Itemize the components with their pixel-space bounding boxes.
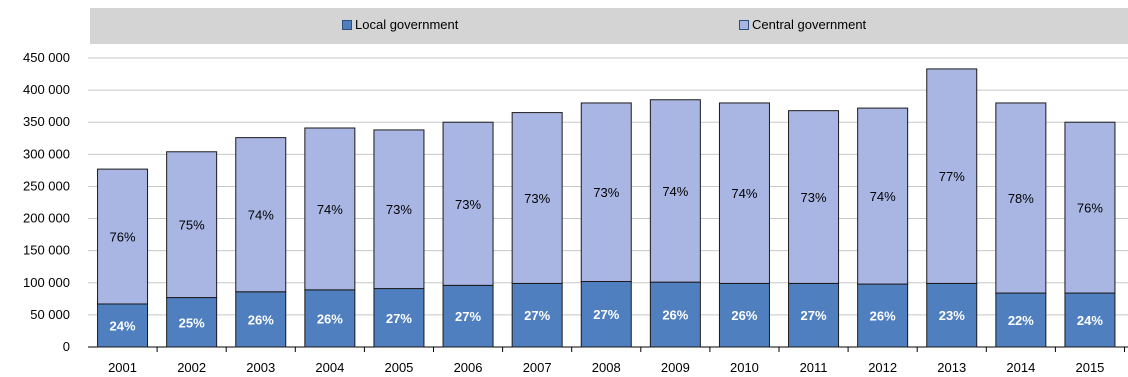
x-tick-label: 2013 <box>937 360 966 375</box>
bar-local <box>235 291 287 348</box>
data-label-central: 78% <box>1008 191 1034 206</box>
data-label-central: 75% <box>179 218 205 233</box>
data-label-local: 25% <box>179 315 205 330</box>
data-label-central: 74% <box>870 189 896 204</box>
data-label-central: 74% <box>662 184 688 199</box>
x-tick-label: 2005 <box>384 360 413 375</box>
bar-central <box>857 107 909 285</box>
y-tick-label: 50 000 <box>30 307 70 322</box>
bar-central <box>580 102 632 282</box>
data-label-local: 27% <box>386 311 412 326</box>
x-tick-label: 2014 <box>1006 360 1035 375</box>
y-tick-label: 450 000 <box>23 50 70 65</box>
x-tick-label: 2012 <box>868 360 897 375</box>
y-tick-label: 150 000 <box>23 243 70 258</box>
x-tick-label: 2006 <box>454 360 483 375</box>
x-tick-label: 2009 <box>661 360 690 375</box>
legend-label-central: Central government <box>752 17 867 32</box>
data-label-local: 24% <box>110 318 136 333</box>
bar-central <box>373 129 425 290</box>
data-label-local: 26% <box>248 312 274 327</box>
legend-item-local: Local government <box>342 17 458 32</box>
legend-swatch-local <box>342 19 352 30</box>
bar-central <box>995 102 1047 294</box>
data-label-local: 26% <box>870 309 896 324</box>
data-label-central: 74% <box>248 208 274 223</box>
bar-local <box>995 292 1047 348</box>
bar-local <box>926 282 978 348</box>
x-tick-label: 2010 <box>730 360 759 375</box>
bar-local <box>442 284 494 348</box>
bar-central <box>718 102 770 284</box>
x-tick-label: 2002 <box>177 360 206 375</box>
legend: Local government Central government <box>90 8 1128 44</box>
bar-central <box>442 121 494 286</box>
data-label-local: 22% <box>1008 313 1034 328</box>
bar-central <box>926 68 978 284</box>
data-label-local: 27% <box>801 308 827 323</box>
bar-local <box>580 280 632 348</box>
data-label-central: 74% <box>731 186 757 201</box>
bar-central <box>166 151 218 299</box>
bar-central <box>1064 121 1116 294</box>
y-tick-label: 250 000 <box>23 178 70 193</box>
data-label-local: 27% <box>455 309 481 324</box>
data-label-central: 77% <box>939 169 965 184</box>
data-label-local: 27% <box>593 307 619 322</box>
data-label-central: 76% <box>1077 201 1103 216</box>
x-tick-label: 2004 <box>315 360 344 375</box>
x-tick-label: 2007 <box>523 360 552 375</box>
bar-local <box>788 282 840 348</box>
x-tick-label: 2008 <box>592 360 621 375</box>
bar-local <box>857 283 909 348</box>
bar-central <box>788 110 840 284</box>
bar-central <box>649 99 701 283</box>
bar-local <box>511 282 563 348</box>
y-tick-label: 300 000 <box>23 146 70 161</box>
x-tick-label: 2003 <box>246 360 275 375</box>
bar-central <box>511 112 563 284</box>
data-label-central: 73% <box>386 202 412 217</box>
bar-local <box>373 288 425 348</box>
data-label-local: 23% <box>939 308 965 323</box>
data-label-central: 76% <box>110 230 136 245</box>
x-tick-label: 2015 <box>1075 360 1104 375</box>
data-label-local: 24% <box>1077 313 1103 328</box>
bar-local <box>97 303 149 348</box>
bar-local <box>718 282 770 348</box>
legend-label-local: Local government <box>355 17 459 32</box>
bar-local <box>166 297 218 348</box>
data-label-local: 26% <box>662 308 688 323</box>
y-tick-label: 350 000 <box>23 114 70 129</box>
bar-local <box>1064 292 1116 348</box>
y-tick-label: 200 000 <box>23 211 70 226</box>
y-tick-label: 400 000 <box>23 82 70 97</box>
data-label-local: 26% <box>731 308 757 323</box>
data-label-central: 73% <box>524 191 550 206</box>
data-label-central: 73% <box>801 190 827 205</box>
bar-central <box>235 137 287 293</box>
bar-central <box>304 127 356 291</box>
bar-central <box>97 168 149 305</box>
legend-swatch-central <box>739 19 749 30</box>
data-label-central: 73% <box>455 197 481 212</box>
data-label-local: 27% <box>524 308 550 323</box>
bar-local <box>649 281 701 348</box>
y-tick-label: 0 <box>63 339 70 354</box>
data-label-central: 74% <box>317 202 343 217</box>
x-tick-label: 2011 <box>800 360 828 375</box>
bar-local <box>304 289 356 348</box>
data-label-central: 73% <box>593 185 619 200</box>
legend-item-central: Central government <box>739 17 866 32</box>
data-label-local: 26% <box>317 311 343 326</box>
y-tick-label: 100 000 <box>23 275 70 290</box>
x-tick-label: 2001 <box>108 360 137 375</box>
